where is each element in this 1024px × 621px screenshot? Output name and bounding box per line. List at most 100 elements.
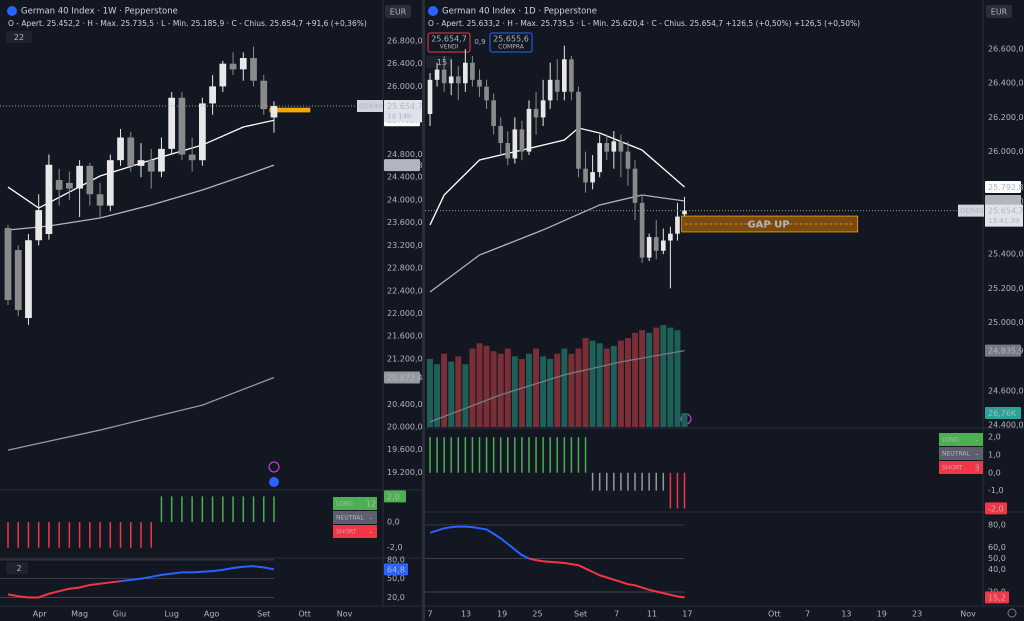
- indicator-toggle[interactable]: [6, 31, 32, 43]
- symbol-tag-box: [958, 204, 984, 217]
- time-tick-label: 13: [461, 610, 471, 619]
- volume-bar: [554, 353, 561, 427]
- signal-tick-label: 0,0: [387, 518, 400, 527]
- price-tick-label: 21.200,0: [387, 354, 423, 363]
- candle-body: [229, 63, 237, 70]
- sell-label: VENDI: [440, 44, 459, 51]
- price-tick-label: 26.400,0: [988, 79, 1024, 88]
- price-tick-label: 20.000,0: [387, 422, 423, 431]
- time-tick-label: Lug: [164, 610, 178, 619]
- price-tick-label: 25.200,0: [988, 284, 1024, 293]
- candle-body: [250, 58, 257, 81]
- currency: EUR: [390, 8, 407, 17]
- indicator-count: 22: [14, 33, 24, 42]
- volume-bar: [561, 348, 568, 427]
- candle-body: [526, 108, 532, 152]
- sell-button[interactable]: [427, 32, 471, 53]
- volume-bar: [469, 348, 476, 427]
- ma-label-box: [985, 195, 1021, 208]
- currency-button[interactable]: [385, 5, 411, 18]
- indicator-toggle[interactable]: [426, 56, 452, 68]
- candle-body: [168, 97, 176, 149]
- candle-body: [147, 160, 155, 172]
- time-tick-label: Nov: [960, 610, 976, 619]
- volume-bar: [603, 348, 610, 427]
- candle-body: [96, 194, 104, 206]
- volume-bar: [610, 345, 617, 427]
- time-tick-label: 13: [841, 610, 851, 619]
- price-tick-label: 19.600,0: [387, 445, 423, 454]
- osc-value: 64,8: [387, 565, 405, 574]
- candle-body: [682, 210, 687, 215]
- symbol-icon[interactable]: [7, 6, 17, 16]
- price-tick-label: 26.200,0: [988, 113, 1024, 122]
- moving-average: [429, 194, 685, 293]
- candle-body: [219, 63, 227, 87]
- candle-body: [597, 143, 603, 173]
- price-tick-label: 23.600,0: [387, 218, 423, 227]
- candle-body: [434, 69, 440, 80]
- price-tick-label: 24.000,0: [387, 195, 423, 204]
- osc-tick-label: 80,0: [988, 520, 1006, 529]
- volume-bar: [455, 356, 462, 427]
- volume-bar: [504, 348, 511, 427]
- symbol-icon[interactable]: [428, 6, 438, 16]
- candle-body: [625, 151, 631, 169]
- candle-body: [239, 58, 247, 70]
- candle-body: [441, 69, 447, 84]
- legend: German 40 Index · 1D · Pepperstone: [442, 7, 597, 17]
- volume-bar: [646, 332, 653, 427]
- candle-body: [590, 172, 595, 183]
- moving-average: [7, 376, 275, 451]
- volume-bar: [448, 361, 455, 427]
- currency-button[interactable]: [986, 5, 1012, 18]
- event-icon[interactable]: [268, 461, 280, 473]
- candle-body: [646, 237, 652, 258]
- time-tick-label: Ott: [298, 610, 311, 619]
- last-price: 25.654,7: [988, 207, 1024, 216]
- ma-label-box: [985, 344, 1021, 357]
- volume-bar: [596, 343, 603, 427]
- candle-body: [45, 164, 53, 234]
- time-tick-label: 25: [532, 610, 542, 619]
- summary-count: 12: [366, 500, 376, 509]
- candle-body: [427, 79, 433, 115]
- price-tick-label: 21.600,0: [387, 332, 423, 341]
- event-icon[interactable]: [269, 477, 279, 487]
- ma-label-box: [985, 181, 1021, 194]
- candle-body: [561, 59, 567, 92]
- signal-value: -2,0: [988, 504, 1004, 513]
- candle-body: [668, 233, 673, 241]
- summary-label: SHORT: [942, 465, 963, 472]
- settings-icon[interactable]: [1007, 608, 1017, 618]
- candle-body: [569, 59, 574, 92]
- candle-body: [505, 143, 511, 159]
- candle-body: [4, 228, 12, 301]
- volume-bar: [434, 364, 441, 427]
- volume-bar: [575, 348, 582, 427]
- time-tick-label: Nov: [337, 610, 353, 619]
- symbol-tag-box: [357, 99, 383, 112]
- candle-body: [35, 210, 43, 241]
- spread: 0,9: [474, 38, 485, 46]
- time-tick-label: 19: [497, 610, 507, 619]
- price-tick-label: 22.800,0: [387, 264, 423, 273]
- candle-body: [209, 86, 216, 104]
- ohlc: O - Apert. 25.633,2 · H - Max. 25.735,5 …: [428, 19, 860, 28]
- candle-body: [604, 143, 610, 152]
- volume-bar: [632, 332, 638, 427]
- osc-toggle[interactable]: [6, 562, 28, 574]
- ma-label: 24.612,3: [387, 161, 423, 170]
- candle-body: [554, 79, 560, 92]
- price-tick-label: 23.200,0: [387, 241, 423, 250]
- candle-body: [583, 168, 588, 183]
- volume-bar: [660, 324, 667, 427]
- summary-row: [333, 511, 377, 524]
- time-tick-label: Mag: [71, 610, 88, 619]
- signal-tick-label: 2,0: [988, 433, 1001, 442]
- indicator-count: 15: [437, 58, 447, 67]
- buy-button[interactable]: [489, 32, 533, 53]
- volume-bar: [547, 358, 554, 427]
- candle-body: [519, 129, 525, 152]
- signal-value-box: [384, 490, 406, 503]
